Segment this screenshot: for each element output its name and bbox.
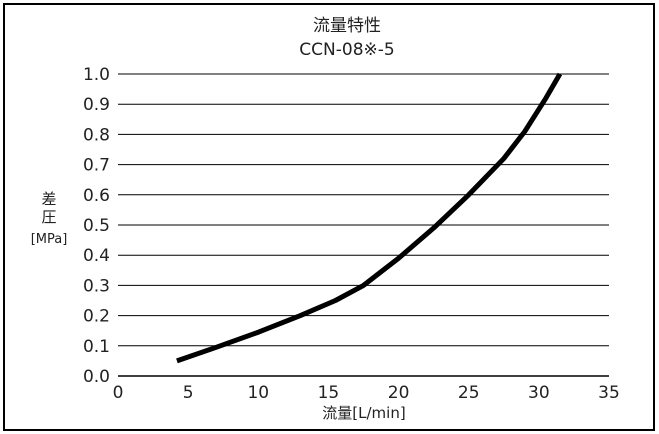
y-tick-label-10: 1.0: [83, 65, 110, 85]
x-tick-label-5: 25: [458, 383, 480, 403]
chart-subtitle: CCN-08※-5: [299, 40, 394, 60]
x-tick-label-2: 10: [247, 383, 269, 403]
x-tick-label-0: 0: [113, 383, 124, 403]
x-tick-label-3: 15: [318, 383, 340, 403]
grid-lines: [118, 73, 609, 377]
y-tick-label-1: 0.1: [83, 337, 110, 357]
y-tick-label-9: 0.9: [83, 95, 110, 115]
y-tick-label-0: 0.0: [83, 367, 110, 387]
x-tick-label-6: 30: [528, 383, 550, 403]
y-axis-label-line-1: 差: [41, 190, 56, 208]
series-layer: [176, 72, 563, 364]
chart-border: [3, 3, 655, 431]
y-tick-label-2: 0.2: [83, 307, 110, 327]
y-tick-label-5: 0.5: [83, 216, 110, 236]
x-tick-label-4: 20: [388, 383, 410, 403]
chart-title: 流量特性: [313, 16, 381, 36]
y-tick-label-8: 0.8: [83, 125, 110, 145]
y-tick-label-6: 0.6: [83, 186, 110, 206]
y-tick-label-4: 0.4: [83, 246, 110, 266]
x-axis-label: 流量[L/min]: [322, 404, 405, 422]
x-tick-label-7: 35: [598, 383, 620, 403]
x-tick-label-1: 5: [183, 383, 194, 403]
series-line-0: [176, 72, 563, 364]
y-tick-label-3: 0.3: [83, 276, 110, 296]
y-axis-label-line-3: [MPa]: [31, 232, 68, 247]
y-axis-label-line-2: 圧: [41, 208, 56, 226]
y-tick-label-7: 0.7: [83, 156, 110, 176]
tick-labels: 0.0 0.1 0.2 0.3 0.4 0.5 0.6 0.7 0.8 0.9 1.0 0 5 10 15 2…: [83, 65, 620, 403]
